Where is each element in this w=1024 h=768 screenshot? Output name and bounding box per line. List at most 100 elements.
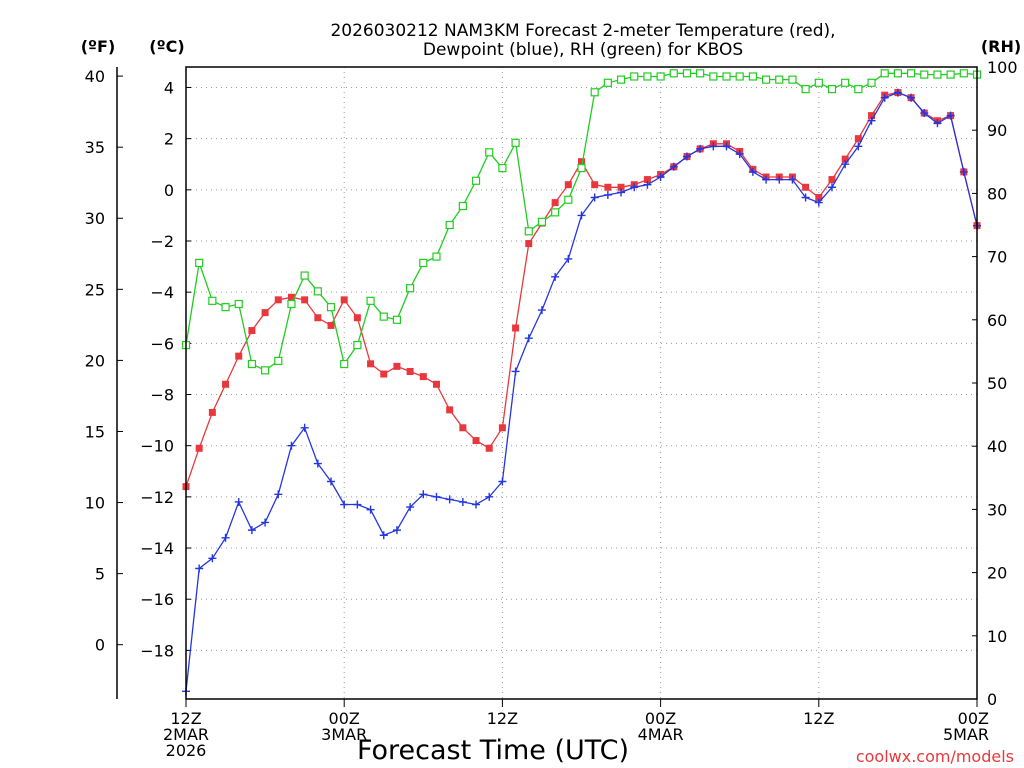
dewpoint-point bbox=[261, 518, 270, 527]
rh-point bbox=[326, 303, 336, 312]
time-tick-label: 00Z bbox=[645, 709, 676, 728]
rh-point bbox=[722, 72, 731, 81]
dewpoint-point bbox=[247, 526, 256, 535]
dewpoint-point bbox=[907, 93, 916, 102]
dewpoint-point bbox=[656, 173, 665, 182]
dewpoint-point bbox=[643, 180, 652, 189]
celsius-tick-label: −14 bbox=[140, 539, 174, 558]
rh-point bbox=[432, 252, 441, 261]
rh-point bbox=[274, 356, 283, 365]
celsius-tick-label: −8 bbox=[150, 386, 174, 405]
temperature-point bbox=[617, 183, 625, 191]
dewpoint-point bbox=[762, 175, 771, 184]
fahrenheit-tick-label: 10 bbox=[85, 494, 105, 513]
dewpoint-point bbox=[221, 533, 230, 542]
rh-tick-label: 70 bbox=[987, 248, 1007, 267]
rh-point bbox=[511, 138, 520, 147]
dewpoint-point bbox=[340, 500, 349, 509]
time-tick-label: 2MAR bbox=[163, 725, 209, 744]
rh-point bbox=[656, 72, 665, 81]
chart-title-line1: 2026030212 NAM3KM Forecast 2-meter Tempe… bbox=[330, 21, 835, 41]
rh-point bbox=[906, 69, 916, 78]
dewpoint-point bbox=[801, 193, 810, 202]
temperature-point bbox=[314, 314, 322, 322]
celsius-tick-label: 2 bbox=[164, 130, 174, 149]
dewpoint-point bbox=[709, 142, 718, 151]
rh-point bbox=[669, 69, 678, 78]
dewpoint-point bbox=[274, 490, 283, 499]
dewpoint-point bbox=[590, 193, 599, 202]
rh-point bbox=[854, 85, 863, 94]
dewpoint-point bbox=[603, 190, 612, 199]
dewpoint-point bbox=[814, 198, 823, 207]
dewpoint-point bbox=[577, 211, 586, 220]
rh-tick-label: 30 bbox=[987, 500, 1007, 519]
rh-tick-label: 0 bbox=[987, 690, 997, 709]
series-dewpoint bbox=[182, 88, 981, 696]
temperature-point bbox=[459, 424, 467, 432]
rh-point bbox=[946, 70, 955, 79]
rh-tick-label: 20 bbox=[987, 564, 1007, 583]
rh-point bbox=[682, 69, 692, 78]
temperature-point bbox=[604, 183, 612, 191]
rh-point bbox=[577, 164, 586, 173]
temperature-point bbox=[353, 314, 361, 322]
rh-point bbox=[406, 284, 415, 293]
dewpoint-point bbox=[841, 160, 850, 169]
dewpoint-point bbox=[775, 175, 784, 184]
temperature-point bbox=[802, 183, 810, 191]
rh-point bbox=[616, 75, 626, 84]
rh-point bbox=[485, 148, 494, 157]
dewpoint-point bbox=[524, 334, 533, 343]
fahrenheit-tick-label: 0 bbox=[95, 636, 105, 655]
dewpoint-point bbox=[827, 183, 836, 192]
dewpoint-point bbox=[735, 149, 744, 158]
dewpoint-point bbox=[920, 109, 929, 118]
dewpoint-point bbox=[682, 152, 691, 161]
dewpoint-point bbox=[498, 477, 507, 486]
rh-point bbox=[841, 78, 850, 87]
rh-point bbox=[392, 315, 402, 324]
time-tick-label: 12Z bbox=[170, 709, 201, 728]
temperature-point bbox=[248, 327, 256, 335]
rh-point bbox=[458, 201, 467, 211]
fahrenheit-axis: 0 5 10 15 20 25 30 35 40 bbox=[85, 67, 123, 699]
temperature-point bbox=[854, 135, 862, 143]
fahrenheit-tick-label: 35 bbox=[85, 138, 105, 157]
fahrenheit-tick-label: 25 bbox=[85, 280, 105, 299]
dewpoint-point bbox=[445, 495, 454, 504]
rh-tick-label: 100 bbox=[987, 58, 1018, 77]
rh-point bbox=[761, 75, 771, 84]
rh-tick-label: 50 bbox=[987, 374, 1007, 393]
dewpoint-point bbox=[366, 505, 375, 514]
dewpoint-point bbox=[788, 175, 797, 184]
rh-point bbox=[221, 303, 230, 312]
temperature-point bbox=[841, 155, 849, 163]
dewpoint-point bbox=[379, 531, 388, 540]
dewpoint-point bbox=[893, 88, 902, 97]
rh-point bbox=[603, 78, 612, 87]
temperature-point bbox=[261, 309, 269, 317]
rh-tick-label: 10 bbox=[987, 627, 1007, 646]
dewpoint-point bbox=[854, 142, 863, 151]
temperature-point bbox=[828, 176, 836, 184]
dewpoint-point bbox=[234, 497, 243, 506]
time-tick-label: 2026 bbox=[166, 741, 207, 760]
dewpoint-point bbox=[551, 272, 560, 281]
chart-title-line2: Dewpoint (blue), RH (green) for KBOS bbox=[423, 40, 743, 60]
time-tick-label: 3MAR bbox=[321, 725, 367, 744]
dewpoint-point bbox=[195, 564, 204, 573]
rh-point bbox=[814, 78, 823, 87]
temperature-point bbox=[274, 296, 282, 304]
time-tick-label: 4MAR bbox=[638, 725, 684, 744]
rh-point bbox=[735, 72, 744, 81]
rh-point bbox=[313, 287, 322, 296]
celsius-unit-label: (ºC) bbox=[149, 37, 184, 56]
rh-point bbox=[643, 72, 652, 81]
dewpoint-point bbox=[722, 142, 731, 151]
dewpoint-point bbox=[617, 188, 626, 197]
watermark: coolwx.com/models bbox=[856, 747, 1014, 766]
rh-tick-label: 80 bbox=[987, 184, 1007, 203]
rh-tick-label: 60 bbox=[987, 311, 1007, 330]
temperature-point bbox=[367, 360, 375, 368]
